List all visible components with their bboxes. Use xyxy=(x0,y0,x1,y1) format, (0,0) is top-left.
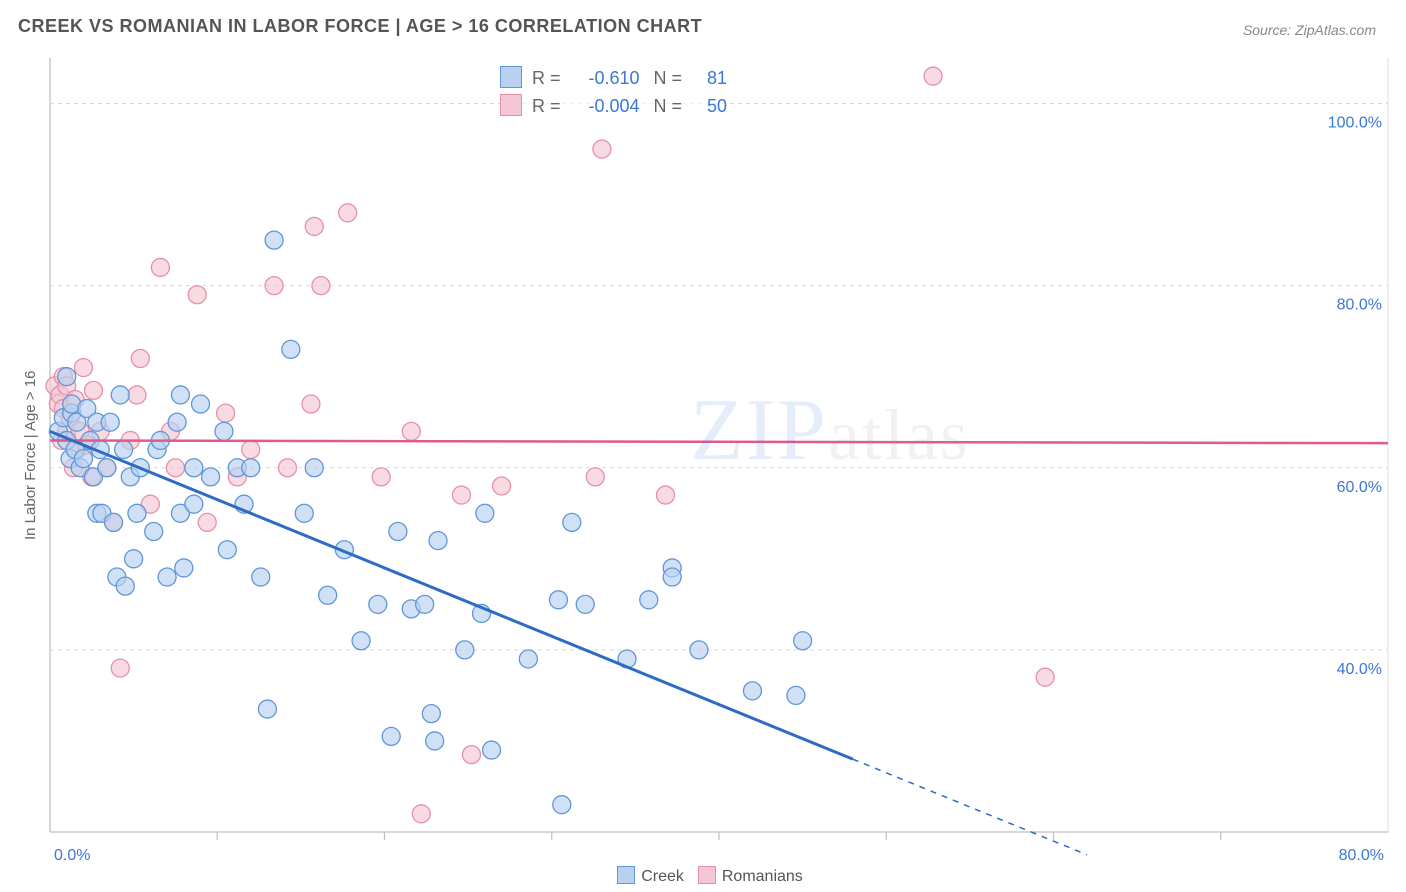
svg-text:0.0%: 0.0% xyxy=(54,847,90,864)
series-legend: CreekRomanians xyxy=(0,866,1406,886)
svg-text:80.0%: 80.0% xyxy=(1339,847,1384,864)
svg-text:40.0%: 40.0% xyxy=(1337,661,1382,678)
chart-svg: 40.0% 60.0% 80.0% 100.0% 0.0% 80.0% xyxy=(0,0,1406,892)
chart-root: CREEK VS ROMANIAN IN LABOR FORCE | AGE >… xyxy=(0,0,1406,892)
svg-text:60.0%: 60.0% xyxy=(1337,479,1382,496)
svg-text:80.0%: 80.0% xyxy=(1337,297,1382,314)
correlation-legend: R = -0.610N = 81R = -0.004N = 50 xyxy=(500,64,727,120)
svg-text:100.0%: 100.0% xyxy=(1328,115,1382,132)
